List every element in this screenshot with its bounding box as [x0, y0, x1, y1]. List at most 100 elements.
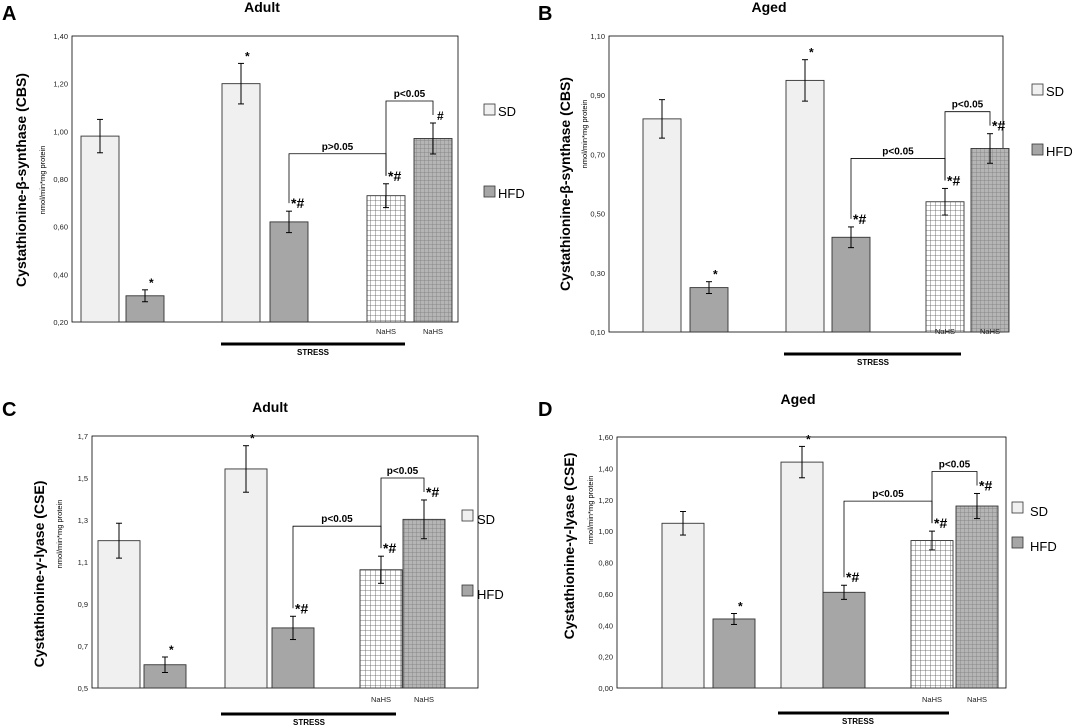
comparison-bracket	[385, 100, 434, 176]
p-value-label: p<0.05	[321, 514, 353, 525]
significance-marker: *#	[388, 168, 401, 184]
chart-panel-d: D Aged 0,00 0,20 0,40 0,60 0,80 1,00 1,20 1,40 1,6…	[538, 391, 1057, 726]
stress-label: STRESS	[293, 718, 326, 727]
bar	[910, 540, 954, 689]
y-tick-label: 0,10	[590, 328, 605, 337]
p-value-label: p<0.05	[882, 146, 914, 157]
bar	[97, 540, 141, 689]
bar-sublabel: NaHS	[371, 695, 391, 704]
plot-frame	[71, 35, 459, 323]
y-axis-label: Cystathionine-γ-lyase (CSE)	[31, 481, 47, 668]
y-tick-label: 1,40	[598, 464, 613, 473]
legend-swatch	[461, 584, 474, 597]
bar	[780, 461, 824, 689]
legend-swatch	[1011, 501, 1024, 514]
stress-label: STRESS	[842, 717, 875, 726]
p-value-label: p<0.05	[394, 89, 426, 100]
stress-label: STRESS	[857, 358, 890, 367]
bar	[785, 79, 825, 333]
legend-swatch	[483, 185, 496, 198]
bar	[413, 138, 453, 323]
y-tick-label: 1,5	[78, 474, 88, 483]
bar-sublabel: NaHS	[967, 695, 987, 704]
legend-swatch	[1031, 143, 1044, 156]
panel-label: A	[2, 3, 16, 25]
bar-sublabel: NaHS	[935, 327, 955, 336]
bar	[269, 221, 309, 323]
y-tick-label: 0,60	[598, 590, 613, 599]
significance-marker: *	[713, 268, 718, 282]
bar	[925, 201, 965, 333]
legend-label: HFD	[498, 186, 525, 201]
panel-label: D	[538, 399, 552, 421]
y-tick-label: 0,7	[78, 642, 88, 651]
chart-title: Adult	[252, 399, 288, 415]
legend-swatch	[483, 103, 496, 116]
bar-sublabel: NaHS	[922, 695, 942, 704]
y-tick-label: 1,3	[78, 516, 88, 525]
legend-swatch	[1011, 536, 1024, 549]
p-value-label: p<0.05	[872, 489, 904, 500]
significance-marker: *#	[992, 118, 1005, 134]
bar	[712, 618, 756, 689]
y-tick-label: 1,20	[598, 496, 613, 505]
y-axis-label: Cystathionine-β-synthase (CBS)	[557, 77, 573, 291]
significance-marker: *	[806, 432, 811, 446]
legend-label: SD	[1046, 84, 1064, 99]
significance-marker: *#	[295, 600, 308, 616]
y-tick-label: 1,7	[78, 432, 88, 441]
y-tick-label: 0,70	[590, 150, 605, 159]
significance-marker: *	[169, 643, 174, 657]
legend-label: HFD	[1030, 539, 1057, 554]
bar	[831, 236, 871, 333]
y-axis-units: nmol/min*mg protein	[586, 476, 595, 545]
bar-sublabel: NaHS	[376, 327, 396, 336]
panel-label: B	[538, 3, 552, 25]
y-axis-units: nmol/min*mg protein	[38, 146, 47, 215]
y-tick-label: 0,60	[53, 223, 68, 232]
panel-label: C	[2, 399, 16, 421]
comparison-bracket	[931, 471, 978, 524]
comparison-bracket	[380, 477, 425, 549]
significance-marker: *#	[947, 172, 960, 188]
y-tick-label: 0,20	[598, 653, 613, 662]
y-tick-label: 0,40	[598, 621, 613, 630]
y-tick-label: 1,00	[53, 127, 68, 136]
bar	[661, 522, 705, 689]
y-tick-label: 0,80	[53, 175, 68, 184]
comparison-bracket	[944, 111, 991, 181]
y-tick-label: 1,40	[53, 32, 68, 41]
legend-label: HFD	[1046, 144, 1072, 159]
p-value-label: p<0.05	[952, 100, 984, 111]
significance-marker: *#	[846, 569, 859, 585]
chart-title: Aged	[781, 391, 816, 407]
legend-swatch	[1031, 83, 1044, 96]
y-axis-label: Cystathionine-γ-lyase (CSE)	[561, 453, 577, 640]
p-value-label: p>0.05	[322, 142, 354, 153]
p-value-label: p<0.05	[939, 459, 971, 470]
legend-label: SD	[477, 512, 495, 527]
y-tick-label: 1,1	[78, 558, 88, 567]
legend-label: SD	[1030, 504, 1048, 519]
bar	[402, 518, 446, 689]
significance-marker: *	[245, 49, 250, 63]
significance-marker: *#	[426, 484, 439, 500]
significance-marker: *#	[853, 211, 866, 227]
bar	[80, 135, 120, 323]
significance-marker: *	[809, 46, 814, 60]
bar-sublabel: NaHS	[423, 327, 443, 336]
y-axis-units: nmol/min*mg protein	[580, 100, 589, 169]
significance-marker: *#	[291, 195, 304, 211]
significance-marker: *#	[979, 477, 992, 493]
bar	[970, 148, 1010, 333]
bar	[224, 468, 268, 689]
y-tick-label: 0,80	[598, 559, 613, 568]
legend-label: SD	[498, 104, 516, 119]
bar	[642, 118, 682, 333]
significance-marker: *	[738, 599, 743, 613]
bar	[366, 195, 406, 323]
chart-title: Aged	[752, 0, 787, 15]
significance-marker: *#	[934, 515, 947, 531]
y-tick-label: 1,20	[53, 80, 68, 89]
bar	[955, 505, 999, 689]
